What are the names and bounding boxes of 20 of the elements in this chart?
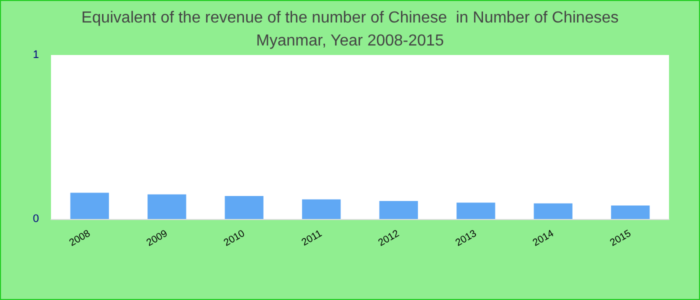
x-tick-label: 2008 [68,228,93,249]
bar [456,202,496,219]
bar [611,206,650,219]
x-tick-label: 2014 [531,228,556,249]
chart-title: Equivalent of the revenue of the number of Chinese in Number of Chineses [81,10,619,26]
x-tick-label: 2013 [454,228,480,249]
bar [302,199,341,219]
x-tick-label: 2010 [222,228,248,249]
x-tick-label: 2011 [300,228,324,249]
x-tick-label: 2012 [376,228,402,249]
bar [379,200,418,219]
bar [148,194,186,219]
bar [70,192,109,219]
x-tick-label: 2015 [608,228,634,249]
bar [534,203,572,219]
x-tick-label: 2009 [144,228,170,249]
bar [224,196,264,219]
chart-subtitle: Myanmar, Year 2008-2015 [256,32,444,50]
y-tick-label: 0 [32,213,39,225]
y-tick-label: 1 [32,49,39,61]
